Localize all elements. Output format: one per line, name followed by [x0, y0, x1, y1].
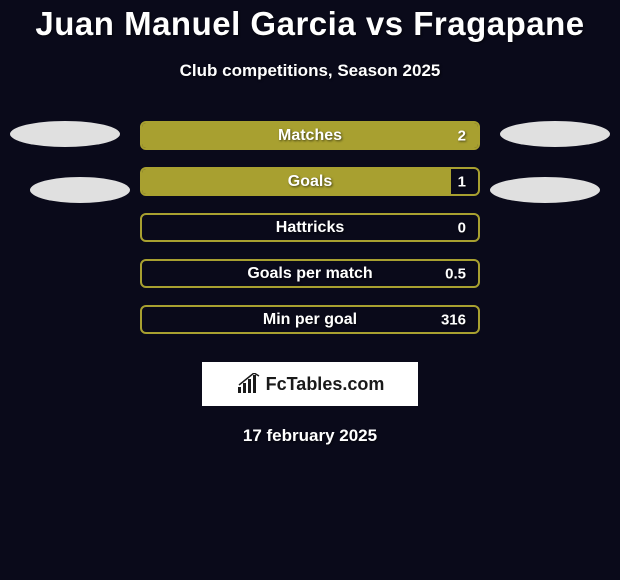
subtitle: Club competitions, Season 2025 — [0, 61, 620, 81]
player-photo-placeholder — [490, 177, 600, 203]
chart-icon — [236, 373, 262, 395]
left-player-col — [10, 121, 120, 203]
brand-text: FcTables.com — [266, 374, 385, 395]
stat-bar-label: Hattricks — [276, 219, 344, 237]
stat-bar-value: 1 — [458, 173, 466, 190]
page-title: Juan Manuel Garcia vs Fragapane — [0, 5, 620, 43]
stat-bar-value: 316 — [441, 311, 466, 328]
comparison-card: Juan Manuel Garcia vs Fragapane Club com… — [0, 0, 620, 446]
stat-bar-label: Goals — [288, 173, 332, 191]
stat-bar: Hattricks 0 — [140, 213, 480, 242]
stat-bar-value: 0 — [458, 219, 466, 236]
stat-bar: Goals per match 0.5 — [140, 259, 480, 288]
date-label: 17 february 2025 — [0, 426, 620, 446]
stat-bar-value: 0.5 — [445, 265, 466, 282]
stat-bar: Matches 2 — [140, 121, 480, 150]
stat-bar-label: Matches — [278, 127, 342, 145]
stat-bar-label: Goals per match — [247, 265, 372, 283]
stat-bar: Goals 1 — [140, 167, 480, 196]
stat-bar: Min per goal 316 — [140, 305, 480, 334]
brand-badge: FcTables.com — [202, 362, 418, 406]
right-player-col — [500, 121, 610, 203]
stat-bar-label: Min per goal — [263, 311, 357, 329]
player-photo-placeholder — [500, 121, 610, 147]
stat-bar-value: 2 — [458, 127, 466, 144]
stat-bars: Matches 2 Goals 1 Hattricks 0 Goals per match 0… — [140, 121, 480, 334]
stats-area: Matches 2 Goals 1 Hattricks 0 Goals per match 0… — [0, 121, 620, 334]
player-photo-placeholder — [30, 177, 130, 203]
player-photo-placeholder — [10, 121, 120, 147]
